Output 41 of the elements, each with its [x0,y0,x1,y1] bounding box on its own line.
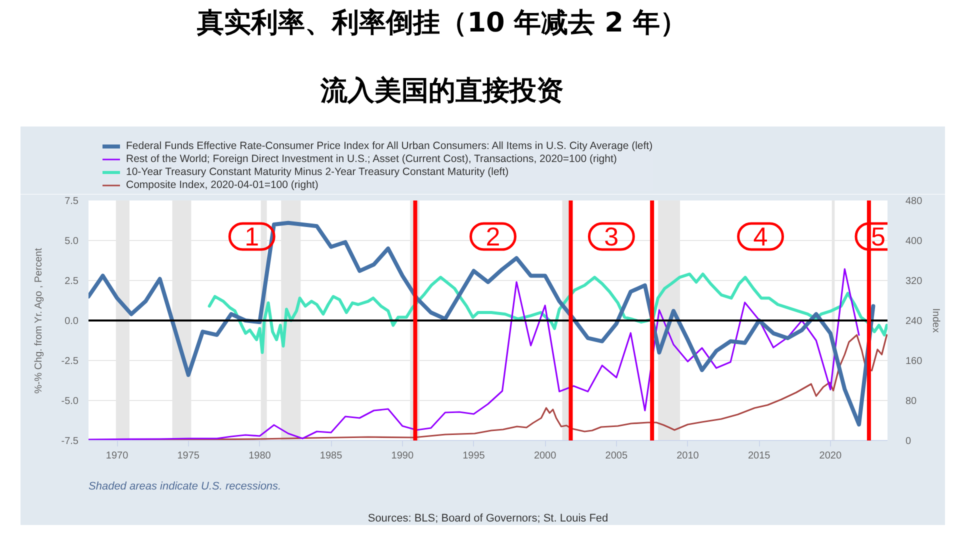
x-tick-label: 2010 [676,450,700,462]
y2-tick-label: 320 [906,276,923,287]
legend-label: Rest of the World; Foreign Direct Investment in U.S.; Asset (Current Cost), Transactions, 2020=100 (right) [126,153,617,165]
y2-tick-label: 240 [906,316,923,327]
y2-tick-label: 400 [906,236,923,247]
annotation: 4 [753,222,768,252]
line-series [88,268,860,440]
chart-title: 真实利率、利率倒挂（10 年减去 2 年） [196,8,687,38]
x-tick-label: 1975 [177,450,200,462]
y-tick-label: 2.5 [64,276,79,287]
y-tick-label: 0.0 [64,316,79,327]
x-tick-label: 2005 [605,450,628,462]
x-tick-label: 1990 [391,450,414,462]
y2-tick-label: 80 [906,396,918,407]
source-note: Sources: BLS; Board of Governors; St. Louis Fed [368,512,608,524]
legend-label: 10-Year Treasury Constant Maturity Minus 2-Year Treasury Constant Maturity (left) [126,166,509,178]
x-tick-label: 1980 [248,450,272,462]
legend-label: Federal Funds Effective Rate-Consumer Price Index for All Urban Consumers: All Items in U.S. City Average (left) [126,140,653,152]
y-axis-title: %-% Chg. from Yr. Ago , Percent [33,248,44,394]
legend-label: Composite Index, 2020-04-01=100 (right) [126,179,318,191]
y-tick-label: 7.5 [64,196,79,207]
y-tick-label: 5.0 [64,236,79,247]
annotation: 1 [244,222,260,252]
y-tick-label: -7.5 [61,436,79,447]
x-tick-label: 2015 [748,450,771,462]
x-tick-label: 1985 [320,450,343,462]
x-tick-label: 1995 [462,450,486,462]
x-tick-label: 1970 [106,450,129,462]
x-tick-label: 2020 [819,450,842,462]
y2-tick-label: 0 [906,436,912,447]
y2-axis-title: Index [930,308,942,333]
annotation: 5 [870,222,886,252]
chart-subtitle: 流入美国的直接投资 [320,76,564,106]
x-tick-label: 2000 [534,450,557,462]
text: Shaded areas indicate U.S. recessions. [88,480,282,492]
annotation: 3 [604,222,619,252]
y-tick-label: -5.0 [61,396,79,407]
annotation: 2 [486,222,500,252]
y2-tick-label: 160 [906,356,923,367]
y-tick-label: -2.5 [61,356,79,367]
y2-tick-label: 480 [906,196,923,207]
